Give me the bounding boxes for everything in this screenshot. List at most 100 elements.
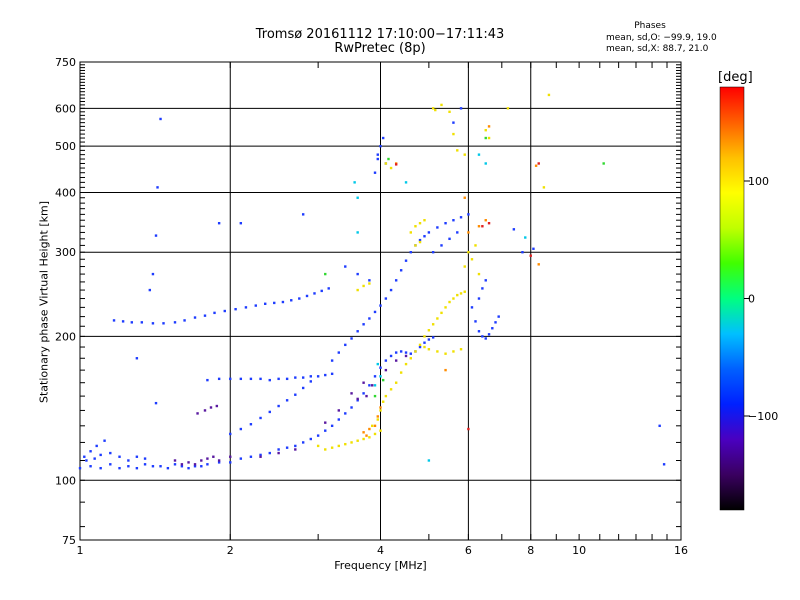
data-point bbox=[423, 335, 426, 338]
data-point bbox=[143, 463, 147, 466]
data-point bbox=[162, 322, 165, 325]
data-point bbox=[394, 351, 398, 354]
data-point bbox=[491, 327, 494, 330]
data-point bbox=[294, 444, 297, 448]
data-point bbox=[423, 235, 426, 238]
data-point bbox=[463, 196, 466, 199]
x-tick-label: 4 bbox=[377, 544, 384, 557]
data-point bbox=[467, 231, 470, 234]
data-point bbox=[379, 144, 382, 148]
data-point bbox=[109, 451, 112, 455]
data-point bbox=[148, 288, 152, 292]
data-point bbox=[290, 299, 293, 302]
data-point bbox=[264, 302, 267, 305]
data-point bbox=[206, 378, 209, 382]
data-point bbox=[301, 376, 305, 379]
data-point bbox=[223, 309, 226, 313]
phase-colorbar bbox=[719, 86, 745, 511]
data-point bbox=[217, 461, 221, 464]
colorbar-tick-label: 0 bbox=[748, 293, 755, 306]
data-point bbox=[463, 290, 466, 293]
data-point bbox=[487, 125, 491, 128]
data-point bbox=[249, 377, 253, 381]
data-point bbox=[249, 423, 253, 426]
data-point bbox=[427, 329, 431, 332]
data-point bbox=[431, 251, 435, 254]
data-point bbox=[180, 463, 184, 466]
data-point bbox=[470, 306, 474, 309]
data-point bbox=[213, 311, 216, 315]
data-point bbox=[356, 196, 359, 199]
data-point bbox=[337, 418, 341, 421]
x-tick-label: 8 bbox=[527, 544, 534, 557]
data-point bbox=[109, 463, 112, 466]
data-point bbox=[399, 269, 403, 272]
data-point bbox=[444, 306, 447, 309]
data-point bbox=[154, 234, 158, 237]
data-point bbox=[404, 181, 408, 184]
data-point bbox=[313, 292, 316, 295]
data-point bbox=[203, 409, 207, 412]
data-point bbox=[217, 222, 221, 225]
data-point bbox=[506, 107, 510, 110]
data-point bbox=[394, 359, 398, 362]
data-point bbox=[376, 418, 379, 421]
data-point bbox=[356, 272, 359, 276]
data-point bbox=[277, 448, 280, 451]
data-point bbox=[350, 337, 353, 340]
data-point bbox=[203, 314, 207, 317]
data-point bbox=[477, 153, 481, 156]
data-point bbox=[316, 444, 320, 448]
data-point bbox=[484, 279, 487, 282]
data-point bbox=[239, 457, 243, 460]
data-point bbox=[418, 222, 422, 225]
data-point bbox=[418, 240, 422, 244]
data-point bbox=[368, 384, 371, 387]
data-point bbox=[381, 136, 385, 140]
data-point bbox=[239, 222, 243, 225]
data-point bbox=[187, 466, 190, 470]
colorbar-tick-label: −100 bbox=[748, 410, 778, 423]
data-point bbox=[394, 163, 398, 166]
data-point bbox=[434, 108, 437, 112]
data-point bbox=[324, 373, 327, 377]
data-point bbox=[166, 466, 170, 470]
data-point bbox=[452, 121, 455, 124]
data-point bbox=[135, 357, 139, 360]
data-point bbox=[356, 330, 359, 333]
data-point bbox=[427, 338, 431, 341]
data-point bbox=[344, 412, 347, 415]
data-point bbox=[362, 381, 365, 384]
colorbar-label: [deg] bbox=[718, 70, 753, 85]
y-axis-label: Stationary phase Virtual Height [km] bbox=[37, 200, 51, 404]
data-point bbox=[356, 231, 359, 234]
data-point bbox=[277, 451, 280, 455]
data-point bbox=[532, 247, 535, 250]
data-point bbox=[448, 237, 451, 241]
data-point bbox=[394, 279, 398, 282]
data-point bbox=[217, 459, 221, 462]
data-point bbox=[356, 439, 359, 442]
data-point bbox=[130, 321, 134, 324]
data-point bbox=[268, 378, 271, 382]
data-point bbox=[529, 254, 532, 257]
data-point bbox=[427, 348, 431, 351]
data-point bbox=[294, 376, 297, 379]
data-point bbox=[254, 304, 257, 307]
axis-ticks bbox=[79, 61, 682, 540]
data-point bbox=[537, 162, 540, 165]
data-point bbox=[200, 459, 203, 462]
data-point bbox=[259, 377, 262, 381]
plot-grid bbox=[80, 62, 681, 540]
data-point bbox=[140, 321, 144, 324]
data-point bbox=[99, 453, 102, 457]
data-point bbox=[316, 375, 320, 378]
data-point bbox=[244, 306, 248, 309]
data-point bbox=[285, 446, 289, 449]
data-point bbox=[381, 400, 385, 403]
data-point bbox=[534, 164, 538, 167]
x-axis-label: Frequency [MHz] bbox=[334, 559, 427, 572]
phase-stats-o: mean, sd,O: −99.9, 19.0 bbox=[606, 33, 717, 43]
data-point bbox=[381, 378, 385, 382]
data-point bbox=[337, 351, 341, 354]
